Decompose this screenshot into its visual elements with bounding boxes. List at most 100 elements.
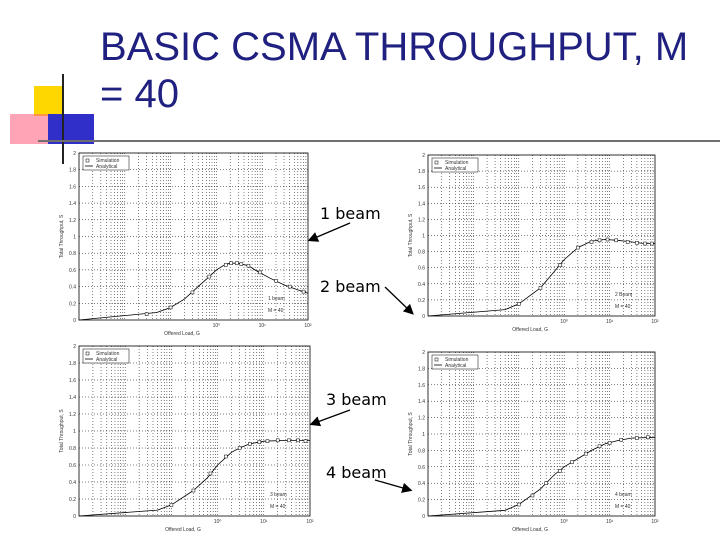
legend-box bbox=[431, 354, 479, 370]
y-tick-label: 1.4 bbox=[418, 399, 425, 405]
y-tick-label: 1.4 bbox=[69, 201, 76, 207]
y-tick-label: 1.6 bbox=[69, 378, 76, 384]
y-tick-label: 0.6 bbox=[418, 465, 425, 471]
simulation-point bbox=[191, 488, 196, 493]
x-tick-label: 10¹ bbox=[260, 519, 268, 525]
y-axis-title: Total Throughput, S bbox=[59, 214, 65, 258]
y-tick-label: 1 bbox=[422, 432, 425, 438]
simulation-point bbox=[237, 446, 242, 450]
y-tick-label: 1 bbox=[73, 235, 76, 241]
simulation-point bbox=[643, 241, 647, 246]
simulation-point bbox=[248, 442, 252, 446]
y-tick-label: 1.6 bbox=[69, 184, 76, 190]
y-tick-label: 1 bbox=[422, 234, 425, 240]
x-tick-label: 10⁰ bbox=[214, 519, 222, 525]
simulation-point bbox=[619, 437, 623, 442]
x-tick-label: 10⁰ bbox=[213, 323, 221, 329]
y-tick-label: 1.6 bbox=[418, 185, 425, 191]
y-tick-label: 0.8 bbox=[69, 251, 76, 257]
simulation-point bbox=[597, 444, 602, 449]
annotation-4-beam: 4 beam bbox=[326, 463, 387, 482]
y-tick-label: 0.6 bbox=[418, 266, 425, 272]
y-axis-title: Total Throughput, S bbox=[408, 213, 414, 257]
legend-marker bbox=[434, 357, 439, 362]
simulation-point bbox=[169, 503, 174, 507]
legend-entry: Analytical bbox=[96, 164, 117, 170]
y-tick-label: 1.4 bbox=[69, 395, 76, 401]
simulation-point bbox=[296, 438, 300, 443]
beam-count-label: 2 Beam bbox=[615, 292, 632, 298]
slide-title: BASIC CSMA THROUGHPUT, M = 40 bbox=[100, 25, 689, 116]
y-tick-label: 0.2 bbox=[418, 498, 425, 504]
simulation-point bbox=[288, 284, 292, 289]
simulation-point bbox=[635, 240, 639, 245]
y-tick-label: 2 bbox=[422, 153, 425, 159]
x-tick-label: 10¹ bbox=[259, 323, 267, 329]
simulation-point bbox=[287, 438, 291, 443]
x-tick-label: 10⁰ bbox=[560, 319, 568, 325]
y-axis-title: Total Throughput, S bbox=[59, 409, 65, 453]
legend-box bbox=[82, 155, 130, 171]
y-tick-label: 1.8 bbox=[69, 168, 76, 174]
y-tick-label: 2 bbox=[422, 350, 425, 356]
m-value-label: M = 40 bbox=[268, 308, 284, 314]
legend-entry: Simulation bbox=[445, 357, 469, 363]
y-tick-label: 1.8 bbox=[69, 361, 76, 367]
y-tick-label: 1.2 bbox=[69, 218, 76, 224]
y-tick-label: 0 bbox=[73, 318, 76, 324]
beam-count-label: 4 beam bbox=[615, 492, 632, 498]
y-tick-label: 2 bbox=[73, 344, 76, 350]
simulation-point bbox=[538, 286, 543, 290]
y-tick-label: 1.4 bbox=[418, 201, 425, 207]
simulation-point bbox=[223, 263, 228, 267]
beam-count-label: 1 beam bbox=[268, 296, 285, 302]
y-tick-label: 0.2 bbox=[418, 298, 425, 304]
simulation-point bbox=[207, 274, 212, 279]
simulation-point bbox=[229, 261, 233, 265]
legend-marker bbox=[434, 160, 439, 165]
y-tick-label: 0.8 bbox=[418, 448, 425, 454]
legend-entry: Simulation bbox=[96, 351, 120, 357]
simulation-point bbox=[570, 460, 574, 464]
simulation-point bbox=[646, 435, 650, 440]
x-tick-label: 10¹ bbox=[606, 319, 614, 325]
legend-box bbox=[431, 157, 479, 173]
y-tick-label: 0.4 bbox=[69, 480, 76, 486]
y-tick-label: 0.8 bbox=[69, 446, 76, 452]
simulation-point bbox=[530, 493, 535, 498]
simulation-point bbox=[265, 439, 270, 443]
legend-marker bbox=[85, 158, 90, 163]
legend-box bbox=[82, 348, 130, 364]
y-tick-label: 0 bbox=[73, 514, 76, 520]
y-tick-label: 0.4 bbox=[69, 285, 76, 291]
y-tick-label: 0.8 bbox=[418, 250, 425, 256]
simulation-point bbox=[223, 454, 228, 459]
beam-count-label: 3 beam bbox=[270, 492, 287, 498]
simulation-point bbox=[168, 305, 173, 310]
m-value-label: M = 40 bbox=[615, 304, 631, 310]
title-underline bbox=[38, 140, 720, 142]
decor-yellow-square bbox=[34, 86, 64, 116]
simulation-point bbox=[235, 261, 239, 265]
y-tick-label: 1.2 bbox=[418, 416, 425, 422]
y-tick-label: 0 bbox=[422, 314, 425, 320]
y-axis-title: Total Throughput, S bbox=[408, 412, 414, 456]
x-axis-title: Offered Load, G bbox=[512, 327, 548, 333]
simulation-point bbox=[576, 245, 580, 250]
x-axis-title: Offered Load, G bbox=[165, 527, 201, 533]
annotation-1-beam: 1 beam bbox=[320, 204, 381, 223]
x-tick-label: 10⁰ bbox=[560, 519, 568, 525]
plot-2: 2 1.8 1.6 1.4 1.2 1 0.8 0.6 0.4 0.2 0 10⁰ 10¹ 10² Offe… bbox=[408, 153, 659, 333]
y-tick-label: 0.2 bbox=[69, 497, 76, 503]
x-axis-title: Offered Load, G bbox=[512, 527, 548, 533]
simulation-point bbox=[558, 469, 562, 473]
decor-vertical-line bbox=[62, 74, 64, 164]
simulation-point bbox=[257, 440, 262, 444]
simulation-point bbox=[144, 312, 149, 316]
simulation-point bbox=[517, 502, 521, 507]
simulation-point bbox=[517, 302, 521, 306]
simulation-point bbox=[239, 262, 244, 266]
decor-pink-square bbox=[10, 114, 52, 144]
simulation-point bbox=[607, 441, 612, 445]
